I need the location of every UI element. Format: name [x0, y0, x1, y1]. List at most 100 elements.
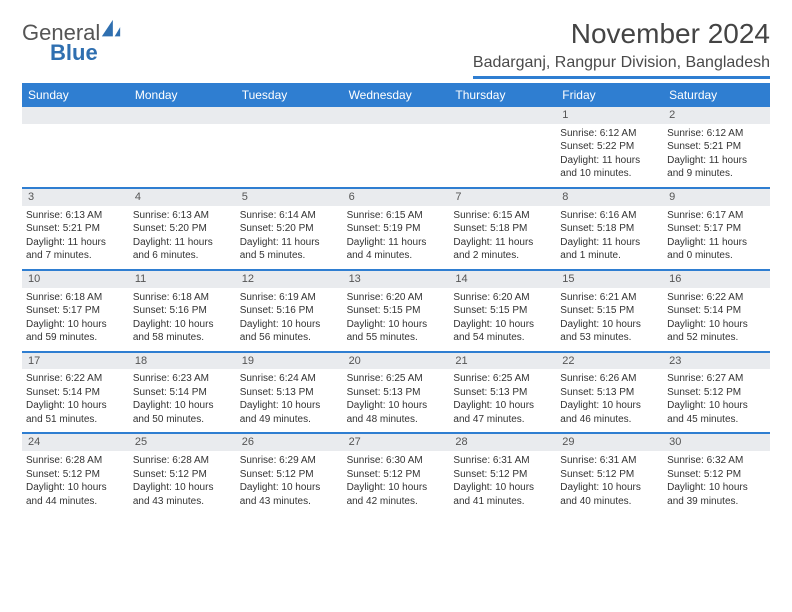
- sunrise-text: Sunrise: 6:23 AM: [133, 372, 232, 386]
- day-header: Wednesday: [343, 83, 450, 107]
- day-number: 1: [556, 107, 663, 124]
- day-number: 2: [663, 107, 770, 124]
- day-cell: 19Sunrise: 6:24 AMSunset: 5:13 PMDayligh…: [236, 351, 343, 433]
- sunset-text: Sunset: 5:15 PM: [560, 304, 659, 318]
- day-cell: [449, 107, 556, 187]
- sunset-text: Sunset: 5:12 PM: [667, 468, 766, 482]
- sunset-text: Sunset: 5:13 PM: [347, 386, 446, 400]
- daylight-text: Daylight: 10 hours and 51 minutes.: [26, 399, 125, 426]
- day-header: Monday: [129, 83, 236, 107]
- day-cell: 15Sunrise: 6:21 AMSunset: 5:15 PMDayligh…: [556, 269, 663, 351]
- daylight-text: Daylight: 10 hours and 42 minutes.: [347, 481, 446, 508]
- sunrise-text: Sunrise: 6:20 AM: [347, 291, 446, 305]
- sunset-text: Sunset: 5:22 PM: [560, 140, 659, 154]
- day-number: [22, 107, 129, 124]
- sunset-text: Sunset: 5:15 PM: [453, 304, 552, 318]
- sunrise-text: Sunrise: 6:28 AM: [26, 454, 125, 468]
- day-cell: 20Sunrise: 6:25 AMSunset: 5:13 PMDayligh…: [343, 351, 450, 433]
- sunset-text: Sunset: 5:13 PM: [453, 386, 552, 400]
- daylight-text: Daylight: 10 hours and 56 minutes.: [240, 318, 339, 345]
- day-cell: 23Sunrise: 6:27 AMSunset: 5:12 PMDayligh…: [663, 351, 770, 433]
- sunrise-text: Sunrise: 6:25 AM: [453, 372, 552, 386]
- location: Badarganj, Rangpur Division, Bangladesh: [473, 54, 770, 79]
- daylight-text: Daylight: 11 hours and 0 minutes.: [667, 236, 766, 263]
- sunrise-text: Sunrise: 6:15 AM: [453, 209, 552, 223]
- day-number: 3: [22, 187, 129, 206]
- week-row: 17Sunrise: 6:22 AMSunset: 5:14 PMDayligh…: [22, 351, 770, 433]
- sunrise-text: Sunrise: 6:28 AM: [133, 454, 232, 468]
- day-cell: 5Sunrise: 6:14 AMSunset: 5:20 PMDaylight…: [236, 187, 343, 269]
- day-number: 6: [343, 187, 450, 206]
- daylight-text: Daylight: 10 hours and 48 minutes.: [347, 399, 446, 426]
- sunrise-text: Sunrise: 6:26 AM: [560, 372, 659, 386]
- day-number: 22: [556, 351, 663, 370]
- daylight-text: Daylight: 10 hours and 54 minutes.: [453, 318, 552, 345]
- sunrise-text: Sunrise: 6:22 AM: [667, 291, 766, 305]
- day-headers-row: Sunday Monday Tuesday Wednesday Thursday…: [22, 83, 770, 107]
- day-number: 11: [129, 269, 236, 288]
- day-header: Tuesday: [236, 83, 343, 107]
- day-number: [449, 107, 556, 124]
- sunset-text: Sunset: 5:12 PM: [133, 468, 232, 482]
- daylight-text: Daylight: 11 hours and 5 minutes.: [240, 236, 339, 263]
- sunset-text: Sunset: 5:12 PM: [347, 468, 446, 482]
- month-title: November 2024: [473, 18, 770, 50]
- day-cell: 10Sunrise: 6:18 AMSunset: 5:17 PMDayligh…: [22, 269, 129, 351]
- sunset-text: Sunset: 5:14 PM: [26, 386, 125, 400]
- sunset-text: Sunset: 5:13 PM: [240, 386, 339, 400]
- day-cell: 7Sunrise: 6:15 AMSunset: 5:18 PMDaylight…: [449, 187, 556, 269]
- sunrise-text: Sunrise: 6:12 AM: [560, 127, 659, 141]
- sunrise-text: Sunrise: 6:31 AM: [453, 454, 552, 468]
- day-cell: 22Sunrise: 6:26 AMSunset: 5:13 PMDayligh…: [556, 351, 663, 433]
- daylight-text: Daylight: 11 hours and 9 minutes.: [667, 154, 766, 181]
- day-cell: 21Sunrise: 6:25 AMSunset: 5:13 PMDayligh…: [449, 351, 556, 433]
- day-header: Friday: [556, 83, 663, 107]
- sunset-text: Sunset: 5:14 PM: [667, 304, 766, 318]
- day-number: 19: [236, 351, 343, 370]
- day-number: [236, 107, 343, 124]
- day-number: 16: [663, 269, 770, 288]
- sunset-text: Sunset: 5:17 PM: [26, 304, 125, 318]
- day-number: 13: [343, 269, 450, 288]
- logo-word2: Blue: [50, 42, 122, 64]
- logo-sail-icon: [100, 18, 122, 40]
- sunset-text: Sunset: 5:12 PM: [26, 468, 125, 482]
- day-number: 8: [556, 187, 663, 206]
- daylight-text: Daylight: 10 hours and 40 minutes.: [560, 481, 659, 508]
- daylight-text: Daylight: 11 hours and 6 minutes.: [133, 236, 232, 263]
- week-row: 24Sunrise: 6:28 AMSunset: 5:12 PMDayligh…: [22, 432, 770, 514]
- sunset-text: Sunset: 5:19 PM: [347, 222, 446, 236]
- sunset-text: Sunset: 5:13 PM: [560, 386, 659, 400]
- day-number: 4: [129, 187, 236, 206]
- day-number: 10: [22, 269, 129, 288]
- sunrise-text: Sunrise: 6:17 AM: [667, 209, 766, 223]
- sunrise-text: Sunrise: 6:13 AM: [26, 209, 125, 223]
- day-cell: 11Sunrise: 6:18 AMSunset: 5:16 PMDayligh…: [129, 269, 236, 351]
- day-number: 28: [449, 432, 556, 451]
- daylight-text: Daylight: 10 hours and 44 minutes.: [26, 481, 125, 508]
- day-cell: 3Sunrise: 6:13 AMSunset: 5:21 PMDaylight…: [22, 187, 129, 269]
- sunset-text: Sunset: 5:17 PM: [667, 222, 766, 236]
- daylight-text: Daylight: 10 hours and 58 minutes.: [133, 318, 232, 345]
- day-number: 23: [663, 351, 770, 370]
- day-cell: [343, 107, 450, 187]
- day-number: 15: [556, 269, 663, 288]
- sunrise-text: Sunrise: 6:12 AM: [667, 127, 766, 141]
- day-number: 26: [236, 432, 343, 451]
- day-number: [129, 107, 236, 124]
- day-number: 17: [22, 351, 129, 370]
- day-header: Sunday: [22, 83, 129, 107]
- daylight-text: Daylight: 10 hours and 39 minutes.: [667, 481, 766, 508]
- sunset-text: Sunset: 5:12 PM: [453, 468, 552, 482]
- day-cell: 13Sunrise: 6:20 AMSunset: 5:15 PMDayligh…: [343, 269, 450, 351]
- sunrise-text: Sunrise: 6:25 AM: [347, 372, 446, 386]
- day-cell: 18Sunrise: 6:23 AMSunset: 5:14 PMDayligh…: [129, 351, 236, 433]
- logo-text: General Blue: [22, 18, 122, 64]
- day-number: 29: [556, 432, 663, 451]
- day-cell: 24Sunrise: 6:28 AMSunset: 5:12 PMDayligh…: [22, 432, 129, 514]
- sunrise-text: Sunrise: 6:21 AM: [560, 291, 659, 305]
- sunset-text: Sunset: 5:18 PM: [453, 222, 552, 236]
- daylight-text: Daylight: 10 hours and 41 minutes.: [453, 481, 552, 508]
- daylight-text: Daylight: 11 hours and 10 minutes.: [560, 154, 659, 181]
- sunrise-text: Sunrise: 6:15 AM: [347, 209, 446, 223]
